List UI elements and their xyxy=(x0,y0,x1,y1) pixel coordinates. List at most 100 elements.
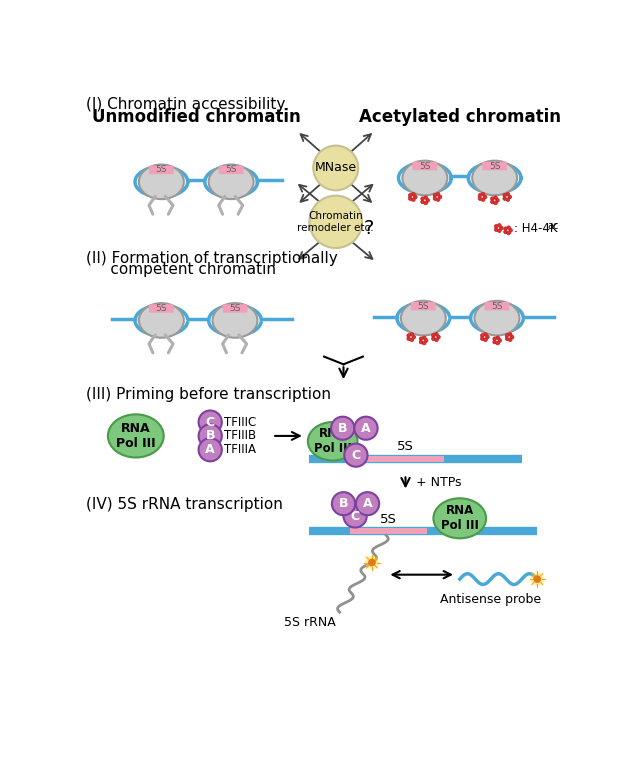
Bar xyxy=(367,456,444,462)
Ellipse shape xyxy=(472,161,517,196)
Text: 5S: 5S xyxy=(419,161,431,171)
Circle shape xyxy=(493,201,497,205)
Circle shape xyxy=(483,336,486,338)
Text: + NTPs: + NTPs xyxy=(415,476,461,490)
Circle shape xyxy=(420,200,424,204)
Circle shape xyxy=(508,338,512,342)
Text: (I) Chromatin accessibility: (I) Chromatin accessibility xyxy=(86,97,285,112)
Circle shape xyxy=(431,334,435,337)
Circle shape xyxy=(355,417,378,440)
Ellipse shape xyxy=(403,161,447,196)
Circle shape xyxy=(424,196,428,199)
Circle shape xyxy=(408,196,412,200)
Circle shape xyxy=(499,226,503,230)
Circle shape xyxy=(493,196,497,199)
Text: C: C xyxy=(351,449,360,462)
Circle shape xyxy=(198,411,222,434)
Text: TFIIIA: TFIIIA xyxy=(224,443,256,456)
Text: C: C xyxy=(351,509,360,522)
Text: 5S: 5S xyxy=(417,302,429,311)
Circle shape xyxy=(344,505,367,528)
Circle shape xyxy=(433,196,437,200)
Text: RNA
Pol III: RNA Pol III xyxy=(314,428,351,456)
Circle shape xyxy=(411,196,414,199)
Circle shape xyxy=(503,193,507,197)
Text: 5S: 5S xyxy=(492,302,502,311)
Text: (III) Priming before transcription: (III) Priming before transcription xyxy=(86,387,332,402)
Circle shape xyxy=(495,199,499,202)
Circle shape xyxy=(436,335,440,339)
Text: 5S: 5S xyxy=(380,512,397,525)
Circle shape xyxy=(331,417,355,440)
Circle shape xyxy=(433,193,437,197)
FancyBboxPatch shape xyxy=(219,166,244,174)
Text: TFIIIC: TFIIIC xyxy=(224,415,257,428)
Circle shape xyxy=(332,492,355,515)
Circle shape xyxy=(309,196,362,248)
Text: : H4-4K: : H4-4K xyxy=(514,221,557,234)
Circle shape xyxy=(498,339,502,343)
FancyBboxPatch shape xyxy=(223,304,248,313)
Circle shape xyxy=(481,337,484,340)
Circle shape xyxy=(504,227,508,230)
Circle shape xyxy=(484,338,487,342)
Circle shape xyxy=(422,336,426,340)
Circle shape xyxy=(497,229,501,233)
Text: C: C xyxy=(205,415,215,428)
Circle shape xyxy=(497,227,500,230)
Circle shape xyxy=(407,337,411,340)
Circle shape xyxy=(436,193,440,196)
Circle shape xyxy=(531,572,544,586)
Text: Acetylated chromatin: Acetylated chromatin xyxy=(359,108,561,126)
Circle shape xyxy=(410,336,412,338)
Ellipse shape xyxy=(139,303,184,338)
Circle shape xyxy=(410,333,413,337)
Ellipse shape xyxy=(433,498,486,538)
Circle shape xyxy=(424,201,428,205)
Ellipse shape xyxy=(401,301,446,336)
Circle shape xyxy=(493,199,496,202)
Circle shape xyxy=(505,337,509,340)
Text: B: B xyxy=(338,421,348,435)
Circle shape xyxy=(313,146,358,190)
Ellipse shape xyxy=(474,301,520,336)
Circle shape xyxy=(436,196,438,199)
Circle shape xyxy=(408,193,412,197)
Circle shape xyxy=(419,337,423,341)
Circle shape xyxy=(198,438,222,462)
Text: 5S: 5S xyxy=(397,440,414,453)
Circle shape xyxy=(438,195,442,199)
Circle shape xyxy=(412,193,415,196)
Text: ?: ? xyxy=(363,218,374,237)
Text: B: B xyxy=(339,497,348,510)
Circle shape xyxy=(506,229,509,232)
Text: MNase: MNase xyxy=(315,161,357,174)
Circle shape xyxy=(495,224,498,228)
Text: Chromatin
remodeler etc.: Chromatin remodeler etc. xyxy=(298,211,374,233)
FancyBboxPatch shape xyxy=(412,161,437,171)
Circle shape xyxy=(496,336,500,340)
Text: Antisense probe: Antisense probe xyxy=(440,593,541,606)
Circle shape xyxy=(481,334,484,337)
Circle shape xyxy=(510,335,514,339)
Circle shape xyxy=(478,193,482,197)
Circle shape xyxy=(509,228,513,232)
Text: A: A xyxy=(363,497,372,510)
Text: (IV) 5S rRNA transcription: (IV) 5S rRNA transcription xyxy=(86,496,283,512)
Circle shape xyxy=(508,333,512,337)
Text: (II) Formation of transcriptionally: (II) Formation of transcriptionally xyxy=(86,251,338,266)
Text: TFIIIB: TFIIIB xyxy=(224,430,256,443)
Ellipse shape xyxy=(212,303,257,338)
FancyBboxPatch shape xyxy=(149,166,174,174)
Circle shape xyxy=(481,198,485,202)
Bar xyxy=(349,528,428,534)
Text: 5S: 5S xyxy=(156,165,167,174)
Circle shape xyxy=(419,340,423,344)
Circle shape xyxy=(435,338,438,342)
Circle shape xyxy=(493,337,497,341)
Circle shape xyxy=(493,340,497,344)
Circle shape xyxy=(484,333,487,337)
Circle shape xyxy=(426,199,429,202)
Circle shape xyxy=(507,226,511,230)
FancyBboxPatch shape xyxy=(482,161,507,171)
